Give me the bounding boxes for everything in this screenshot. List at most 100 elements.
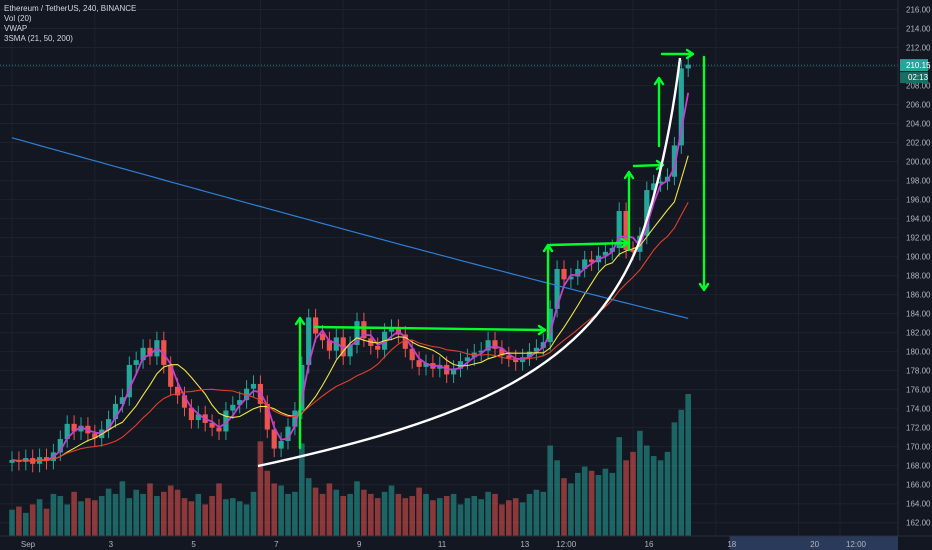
sma-21-line [11,155,689,462]
volume-bar [188,501,195,536]
candle-body [119,397,125,404]
volume-bar [361,489,367,536]
legend-symbol[interactable]: Ethereum / TetherUS, 240, BINANCE [4,4,137,13]
candle-body [161,340,167,365]
time-tick-label: 9 [357,540,362,549]
volume-bar [57,496,64,536]
candle-body [602,251,608,256]
volume-bar [36,499,43,536]
candle-body [285,426,291,441]
volume-bar [230,498,236,536]
candle-body [499,348,505,356]
annotation-arrow [660,48,695,60]
candle-body [478,350,484,353]
volume-bar [154,496,160,536]
candle-body [326,340,332,351]
volume-bar [333,489,340,536]
volume-bar [347,493,353,536]
volume-bar [595,474,602,536]
candle-body [568,276,574,280]
candle-body [354,321,360,345]
volume-bar [257,441,264,536]
volume-bar [575,472,581,536]
countdown-badge [900,72,928,84]
legend-vwap[interactable]: VWAP [4,24,28,33]
candle-body [9,459,15,463]
candle-body [244,388,250,401]
volume-bar [23,512,29,536]
countdown-value: 02:13 [908,73,929,82]
candle-body [175,386,181,396]
candle-body [333,337,339,351]
volume-bar [119,481,126,536]
price-tick-label: 180.00 [906,348,931,357]
volume-bar [285,493,291,536]
time-axis-highlight [729,536,898,550]
candle-body [685,64,691,69]
volume-bar [609,472,616,536]
candle-body [292,410,298,427]
annotation-arrow [632,159,665,171]
candle-body [658,181,664,184]
candle-body [375,345,381,350]
volume-bar [85,498,91,536]
candle-body [71,423,77,432]
annotation-arrow [313,324,547,336]
price-tick-label: 182.00 [906,329,931,338]
volume-bar [312,487,319,536]
candle-body [540,342,546,348]
candle-body [319,333,326,341]
volume-bar [181,498,188,536]
candle-body [630,249,636,252]
price-tick-label: 170.00 [906,443,931,452]
candle-body [451,368,457,375]
volume-bar [471,496,478,536]
volume-bar [685,394,691,536]
candle-body [547,308,553,343]
candle-body [616,210,622,249]
candle-body [195,414,201,421]
volume-bar [326,483,333,536]
volume-bar [43,508,50,536]
volume-bar [354,481,360,536]
volume-bar [650,456,657,536]
candle-body [278,440,284,449]
volume-bar [485,491,491,536]
volume-bar [409,496,415,536]
chart-legend: Ethereum / TetherUS, 240, BINANCE Vol (2… [4,4,136,44]
volume-bar [236,501,243,536]
candle-body [299,364,305,411]
candle-body [250,383,257,389]
volume-bar [209,496,215,536]
volume-bar [340,496,346,536]
volume-bar [305,478,312,536]
volume-bar [561,478,567,536]
candle-body [589,259,595,263]
legend-volume[interactable]: Vol (20) [4,14,32,23]
volume-bar [644,445,650,536]
volume-bar [105,488,112,536]
candle-body [464,357,470,362]
volume-bar [71,491,77,536]
candle-body [133,360,139,365]
volume-bar [140,493,146,536]
volume-bar [147,483,153,536]
candle-body [671,145,677,177]
candle-body [216,427,222,432]
legend-ma[interactable]: 3SMA (21, 50, 200) [4,34,73,43]
candle-body [140,347,146,361]
time-tick-label: 7 [274,540,279,549]
price-tick-label: 198.00 [906,177,931,186]
volume-bar [216,483,222,536]
candle-body [237,400,243,405]
price-tick-label: 216.00 [906,6,931,15]
time-tick-label: 5 [191,540,196,549]
price-tick-label: 172.00 [906,424,931,433]
volume-bar [478,499,484,536]
volume-bar [50,493,57,536]
volume-bar [519,502,526,536]
candle-body [92,433,98,439]
price-tick-label: 190.00 [906,253,931,262]
